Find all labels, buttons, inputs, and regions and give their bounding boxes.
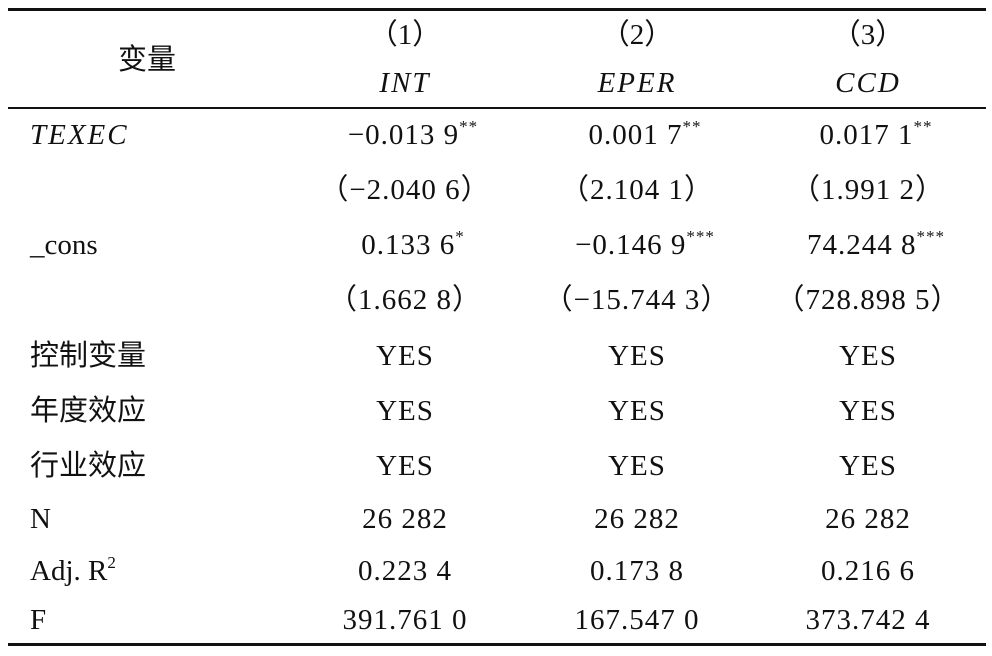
cell-stars: ***: [686, 227, 715, 246]
cell-value: 26 282: [594, 503, 680, 535]
column-number: （2）: [600, 19, 674, 51]
cell: （1.991 2）: [791, 173, 945, 207]
cell-value: 26 282: [825, 503, 911, 535]
cell-stars: ***: [916, 227, 945, 246]
cell-stars: *: [455, 227, 465, 246]
cell: 0.216 6: [821, 554, 915, 588]
cell: YES: [376, 449, 434, 483]
cell: （−15.744 3）: [544, 283, 731, 317]
cell: YES: [839, 449, 897, 483]
row-label-text: 控制变量: [30, 340, 147, 372]
cell-stars: **: [682, 117, 702, 136]
cell-value: （1.662 8）: [327, 284, 483, 316]
row-label: 行业效应: [30, 449, 146, 483]
cell-value: 0.216 6: [821, 555, 915, 587]
cell: YES: [608, 449, 666, 483]
cell: 373.742 4: [806, 603, 931, 637]
cell: 0.133 6*: [361, 228, 465, 262]
row-label-text: F: [30, 604, 47, 636]
top-rule: [8, 8, 986, 11]
header-rule: [8, 107, 986, 109]
row-label-sup: 2: [107, 553, 116, 572]
column-number: （3）: [831, 19, 905, 51]
column-name: EPER: [597, 67, 677, 99]
cell: YES: [839, 394, 897, 428]
cell-value: YES: [608, 340, 666, 372]
cell-value: YES: [376, 340, 434, 372]
row-label-text: N: [30, 503, 51, 535]
cell: （728.898 5）: [775, 283, 960, 317]
cell: （−2.040 6）: [319, 173, 490, 207]
cell-value: YES: [839, 340, 897, 372]
cell-value: （1.991 2）: [790, 174, 946, 206]
cell-value: 373.742 4: [805, 604, 931, 636]
cell: YES: [376, 339, 434, 373]
row-label: TEXEC: [30, 118, 129, 152]
cell-value: 167.547 0: [574, 604, 700, 636]
cell-value: （728.898 5）: [775, 284, 961, 316]
row-label-text: 年度效应: [30, 395, 147, 427]
cell-value: −0.013 9: [347, 119, 460, 151]
cell-value: YES: [376, 395, 434, 427]
row-label-text: Adj. R: [30, 555, 108, 587]
column-name: CCD: [835, 67, 901, 99]
cell: YES: [839, 339, 897, 373]
cell: YES: [608, 339, 666, 373]
cell: 26 282: [825, 502, 911, 536]
column-name: INT: [379, 67, 431, 99]
cell: YES: [376, 394, 434, 428]
cell-value: 0.133 6: [361, 229, 456, 261]
row-label-text: TEXEC: [30, 119, 129, 151]
cell: −0.013 9**: [348, 118, 478, 152]
bottom-rule: [8, 643, 986, 646]
cell: 0.017 1**: [820, 118, 933, 152]
cell-value: YES: [839, 395, 897, 427]
column-number: （1）: [368, 19, 442, 51]
cell: 26 282: [362, 502, 448, 536]
cell-value: YES: [839, 450, 897, 482]
cell: 26 282: [594, 502, 680, 536]
cell-value: 74.244 8: [807, 229, 917, 261]
cell-value: （2.104 1）: [559, 174, 715, 206]
cell-value: 26 282: [362, 503, 448, 535]
row-label: F: [30, 603, 46, 637]
row-label: Adj. R2: [30, 554, 116, 588]
cell: 0.001 7**: [589, 118, 702, 152]
cell-value: （−2.040 6）: [319, 174, 491, 206]
cell-value: 0.173 8: [590, 555, 684, 587]
cell: 391.761 0: [343, 603, 468, 637]
cell-value: （−15.744 3）: [543, 284, 731, 316]
cell: 167.547 0: [575, 603, 700, 637]
cell: YES: [608, 394, 666, 428]
cell: 0.223 4: [358, 554, 452, 588]
cell-value: 0.001 7: [588, 119, 683, 151]
cell-value: YES: [376, 450, 434, 482]
cell: 74.244 8***: [807, 228, 945, 262]
cell: −0.146 9***: [575, 228, 715, 262]
cell: （2.104 1）: [560, 173, 714, 207]
cell-value: 391.761 0: [342, 604, 468, 636]
row-label-text: _cons: [30, 229, 98, 261]
cell: 0.173 8: [590, 554, 684, 588]
row-label: _cons: [30, 228, 98, 262]
cell-value: 0.017 1: [819, 119, 914, 151]
header-label: 变量: [117, 44, 177, 76]
cell-stars: **: [913, 117, 933, 136]
cell-value: YES: [608, 395, 666, 427]
row-label: 控制变量: [30, 339, 146, 373]
cell-value: YES: [608, 450, 666, 482]
row-label: N: [30, 502, 51, 536]
cell-stars: **: [459, 117, 479, 136]
cell-value: −0.146 9: [575, 229, 687, 261]
cell: （1.662 8）: [328, 283, 482, 317]
row-label-text: 行业效应: [30, 450, 147, 482]
cell-value: 0.223 4: [358, 555, 452, 587]
row-label: 年度效应: [30, 394, 146, 428]
